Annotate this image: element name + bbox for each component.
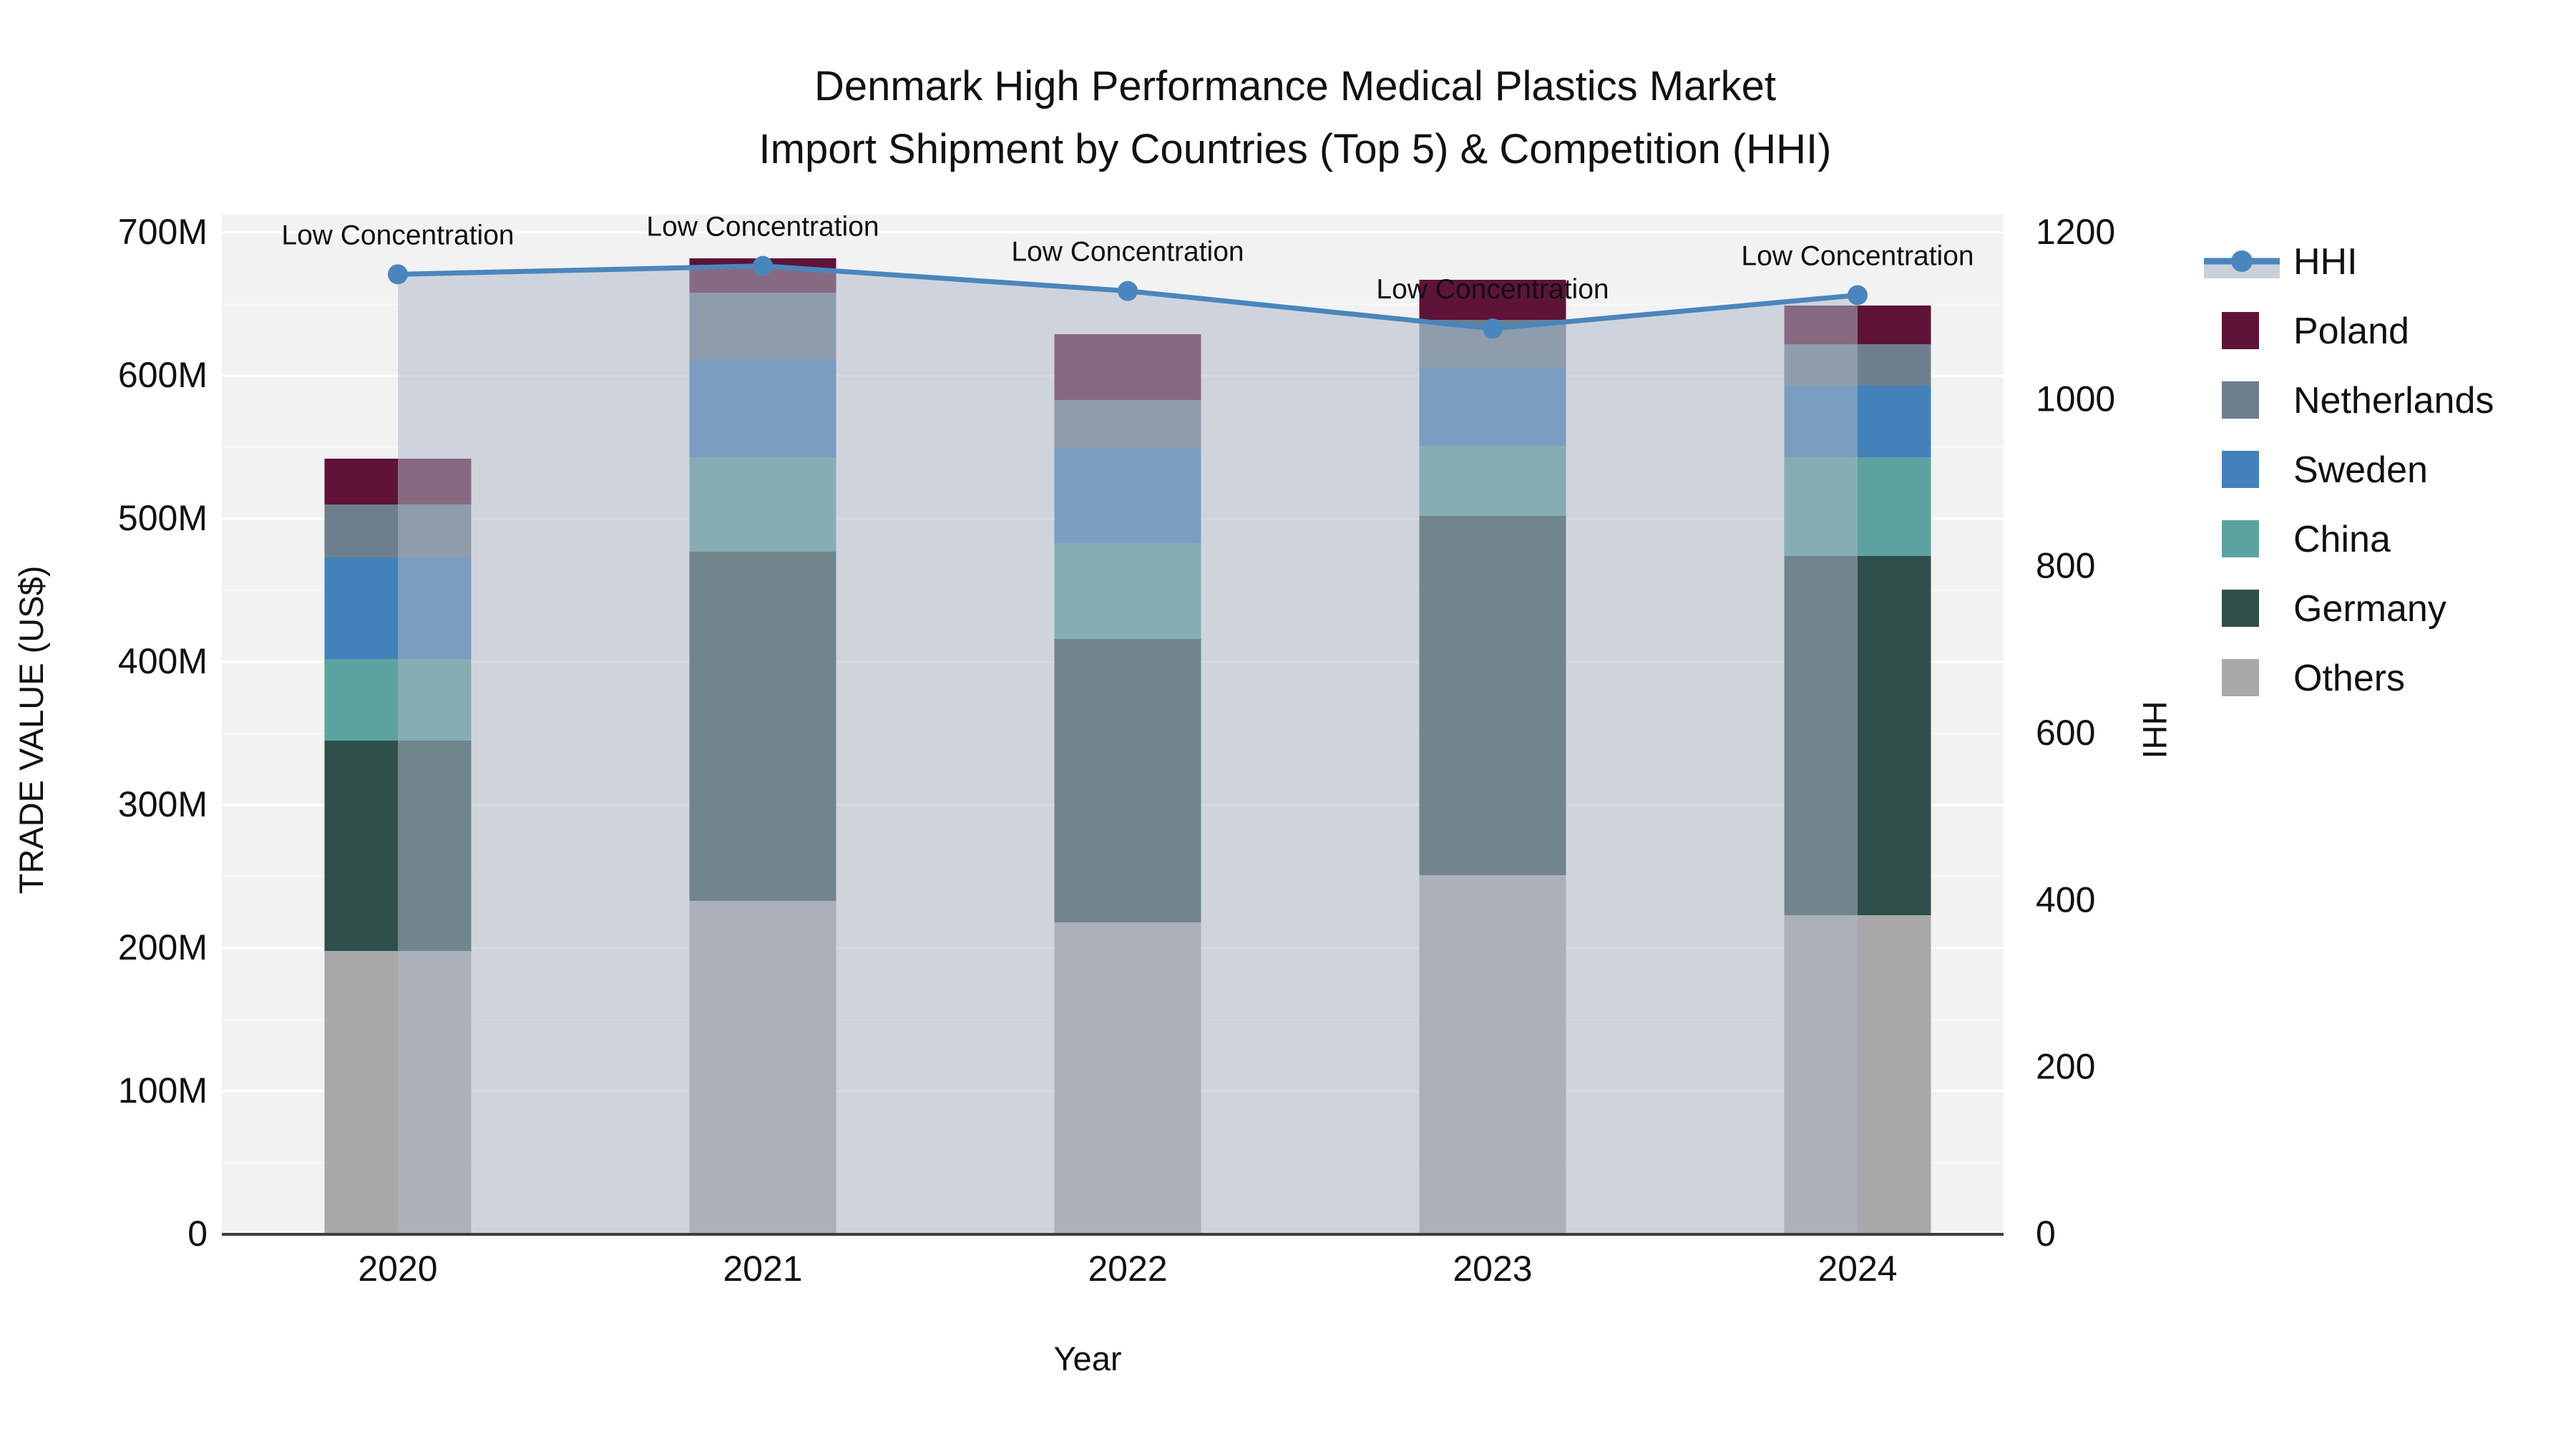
y-right-axis-title: HHI — [2136, 701, 2174, 759]
hhi-marker-2024[interactable] — [1848, 285, 1868, 306]
y-left-tick-label-600M: 600M — [118, 355, 208, 395]
legend-swatch-china — [2222, 520, 2259, 557]
legend-swatch-netherlands — [2222, 381, 2259, 419]
legend-item-others[interactable]: Others — [2222, 658, 2405, 699]
legend-item-netherlands[interactable]: Netherlands — [2222, 380, 2494, 421]
hhi-marker-2021[interactable] — [753, 255, 773, 276]
legend-hhi-marker-icon — [2231, 250, 2253, 272]
y-right-tick-label-400: 400 — [2036, 879, 2095, 919]
y-right-tick-label-200: 200 — [2036, 1047, 2095, 1087]
y-left-tick-label-300M: 300M — [118, 784, 208, 824]
legend-item-china[interactable]: China — [2222, 519, 2391, 560]
y-left-axis-title: TRADE VALUE (US$) — [12, 566, 50, 894]
legend-swatch-germany — [2222, 590, 2259, 627]
legend-swatch-poland — [2222, 312, 2259, 349]
y-left-tick-label-400M: 400M — [118, 641, 208, 681]
legend-swatch-sweden — [2222, 451, 2259, 488]
annotation-low-concentration-2022: Low Concentration — [1011, 237, 1244, 268]
hhi-marker-2022[interactable] — [1118, 280, 1138, 301]
legend-item-hhi[interactable]: HHI — [2204, 241, 2358, 283]
y-left-tick-label-700M: 700M — [118, 212, 208, 252]
legend-item-poland[interactable]: Poland — [2222, 311, 2409, 352]
bar-segment-2023-poland[interactable] — [1419, 280, 1566, 320]
hhi-marker-2023[interactable] — [1483, 318, 1503, 339]
x-tick-label-2020: 2020 — [358, 1249, 437, 1289]
x-tick-label-2023: 2023 — [1453, 1249, 1532, 1289]
y-right-tick-label-600: 600 — [2036, 713, 2095, 753]
annotation-low-concentration-2024: Low Concentration — [1741, 241, 1974, 272]
y-right-tick-label-0: 0 — [2036, 1214, 2056, 1254]
legend-label-hhi: HHI — [2293, 241, 2358, 283]
hhi-marker-2020[interactable] — [388, 264, 408, 285]
legend-label-netherlands: Netherlands — [2293, 380, 2494, 421]
hhi-area-fill — [398, 265, 1858, 1235]
chart-title-line1: Denmark High Performance Medical Plastic… — [814, 63, 1776, 109]
y-left-tick-label-100M: 100M — [118, 1070, 208, 1111]
y-left-tick-label-200M: 200M — [118, 927, 208, 967]
y-right-tick-label-1000: 1000 — [2036, 379, 2115, 419]
annotation-low-concentration-2020: Low Concentration — [281, 220, 514, 250]
legend-swatch-others — [2222, 659, 2259, 696]
chart-title-line2: Import Shipment by Countries (Top 5) & C… — [759, 126, 1832, 172]
y-left-tick-label-500M: 500M — [118, 498, 208, 538]
legend-label-china: China — [2293, 519, 2391, 560]
annotation-low-concentration-2021: Low Concentration — [646, 212, 879, 243]
x-tick-label-2024: 2024 — [1818, 1249, 1897, 1289]
legend-label-poland: Poland — [2293, 311, 2409, 352]
y-left-tick-label-0: 0 — [187, 1214, 208, 1254]
y-right-tick-label-1200: 1200 — [2036, 212, 2115, 252]
y-right-tick-label-800: 800 — [2036, 546, 2095, 586]
legend-label-sweden: Sweden — [2293, 449, 2428, 491]
legend-item-sweden[interactable]: Sweden — [2222, 449, 2428, 491]
legend-label-germany: Germany — [2293, 588, 2446, 630]
annotation-low-concentration-2023: Low Concentration — [1376, 274, 1609, 305]
x-axis-title: Year — [1054, 1340, 1122, 1377]
legend-item-germany[interactable]: Germany — [2222, 588, 2446, 630]
x-tick-label-2021: 2021 — [723, 1249, 802, 1289]
legend-label-others: Others — [2293, 658, 2405, 699]
x-tick-label-2022: 2022 — [1088, 1249, 1167, 1289]
